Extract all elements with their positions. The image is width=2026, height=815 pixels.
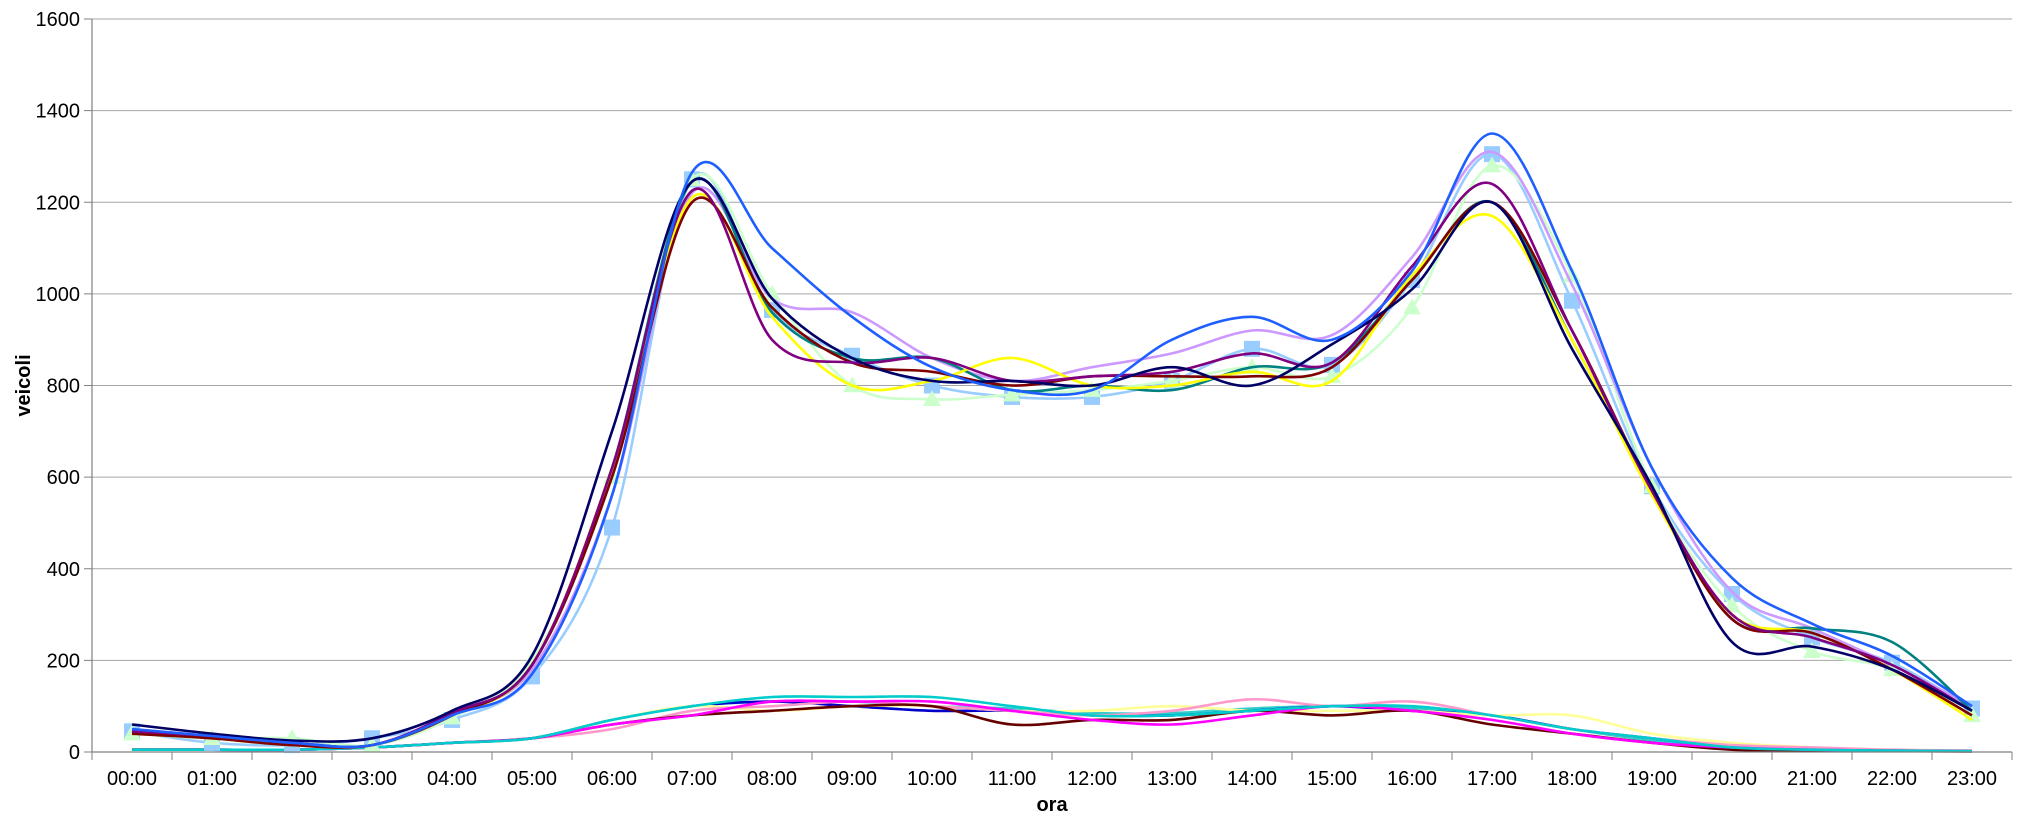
series-9 [124,146,1980,754]
data-point-square [604,519,620,536]
x-tick-label: 16:00 [1387,768,1437,790]
y-tick-label: 0 [69,742,80,764]
series-line [131,150,1973,749]
series-line [131,132,1973,749]
x-tick-label: 06:00 [587,768,637,790]
y-axis-title: veicoli [13,354,35,416]
series-line [131,177,1973,743]
series-line [131,193,1973,749]
series-6 [131,177,1973,749]
x-tick-label: 09:00 [827,768,877,790]
series-2 [131,177,1973,743]
x-tick-label: 01:00 [187,768,237,790]
x-tick-label: 22:00 [1867,768,1917,790]
series-10 [131,695,1973,753]
series-line [131,177,1973,749]
x-tick-label: 03:00 [347,768,397,790]
series-1 [131,132,1973,749]
series-line [131,196,1973,749]
data-point-triangle [1483,156,1501,173]
x-tick-label: 04:00 [427,768,477,790]
x-tick-label: 12:00 [1067,768,1117,790]
y-tick-label: 400 [47,559,80,581]
data-point-square [1564,292,1580,309]
axes [84,18,2013,760]
x-tick-label: 05:00 [507,768,557,790]
x-tick-label: 19:00 [1627,768,1677,790]
x-tick-label: 02:00 [267,768,317,790]
x-tick-label: 13:00 [1147,768,1197,790]
series-5 [131,193,1973,749]
tick-labels: 0 200 400 600 800 1000 1200 1400 1600 00:00 01:00 0… [36,9,1998,790]
series-line [131,164,1973,748]
series-line [131,181,1973,749]
series-line [131,152,1973,747]
series-8 [123,156,1981,752]
y-tick-label: 1400 [36,101,81,123]
x-tick-label: 20:00 [1707,768,1757,790]
data-point-triangle [763,284,781,301]
x-tick-label: 07:00 [667,768,717,790]
y-tick-label: 1200 [36,192,81,214]
x-tick-label: 10:00 [907,768,957,790]
y-tick-label: 600 [47,467,80,489]
x-tick-label: 00:00 [107,768,157,790]
series-line [131,695,1973,753]
x-tick-label: 08:00 [747,768,797,790]
x-tick-label: 21:00 [1787,768,1837,790]
data-point-triangle [1403,298,1421,315]
data-point-triangle [1003,385,1021,402]
y-tick-label: 1000 [36,284,81,306]
x-tick-label: 11:00 [988,768,1037,790]
x-axis-title: ora [1036,794,1068,815]
x-tick-label: 17:00 [1467,768,1517,790]
x-tick-label: 23:00 [1947,768,1997,790]
data-point-triangle [923,390,941,406]
data-point-triangle [1803,642,1821,658]
x-tick-label: 14:00 [1227,768,1277,790]
series-4 [131,196,1973,749]
gridlines [92,18,2012,661]
series-3 [131,181,1973,749]
x-tick-label: 15:00 [1307,768,1357,790]
x-tick-label: 18:00 [1547,768,1597,790]
y-tick-label: 200 [47,650,80,672]
y-tick-label: 800 [47,376,80,398]
y-tick-label: 1600 [36,9,81,31]
data-point-triangle [1723,596,1741,613]
data-point-square [1484,146,1500,163]
series-lines [123,132,1981,754]
series-7 [131,150,1973,749]
data-point-square [1724,585,1740,602]
